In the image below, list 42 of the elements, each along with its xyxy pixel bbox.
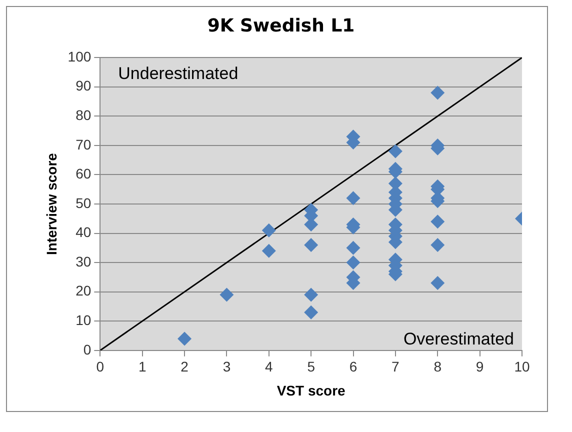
x-tick-label: 5 [307,358,316,375]
y-tick-label: 40 [76,224,92,240]
point [304,238,318,252]
point [262,223,276,238]
annotation: Underestimated [118,64,238,83]
point [304,305,318,320]
x-tick-label: 10 [514,358,530,375]
point [430,214,445,229]
point [304,288,318,302]
y-tick-label: 10 [76,312,92,328]
y-tick-label: 70 [76,136,92,152]
x-tick-label: 1 [138,358,146,375]
point [220,288,234,302]
x-tick-label: 8 [434,358,442,375]
y-tick-label: 90 [76,78,92,94]
x-tick-label: 2 [180,358,189,375]
y-tick-label: 0 [83,341,92,358]
point [430,238,445,252]
x-tick-label: 7 [392,358,400,375]
point [346,240,360,255]
point [388,144,402,158]
x-tick-label: 6 [349,358,358,375]
point [346,256,360,270]
y-axis-title: Interview score [43,152,60,255]
x-tick-label: 3 [222,358,231,375]
x-tick-label: 0 [96,358,104,375]
y-tick-label: 30 [76,253,92,270]
point [262,244,276,258]
y-tick-label: 100 [68,48,92,64]
x-tick-label: 4 [264,358,273,375]
y-tick-label: 20 [76,282,92,299]
y-tick-label: 60 [76,166,92,182]
point [178,332,192,346]
y-tick-label: 80 [76,107,92,124]
point [430,276,445,290]
point [346,191,360,206]
x-tick-label: 9 [476,358,484,375]
y-tick-label: 50 [76,194,92,211]
annotation: Overestimated [403,330,514,349]
point [430,86,445,100]
chart-title: 9K Swedish L1 [207,15,355,36]
x-axis-title: VST score [276,382,346,398]
